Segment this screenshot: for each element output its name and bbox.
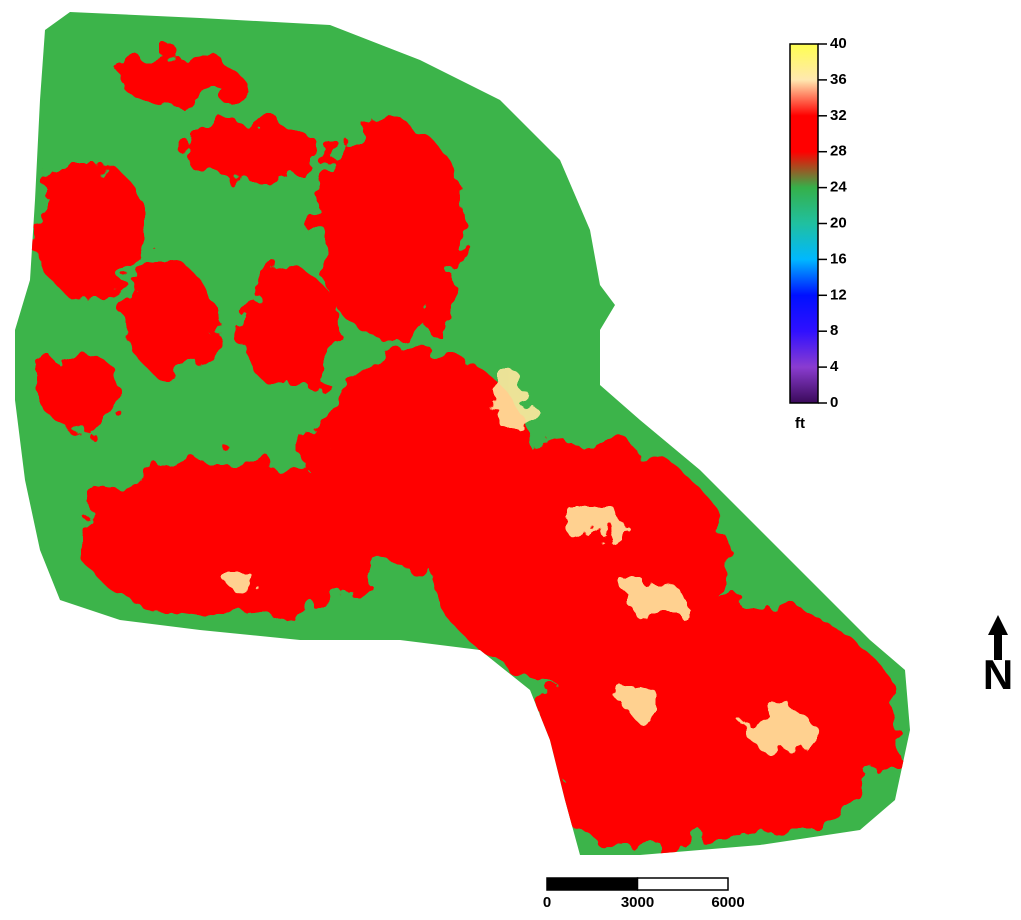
- colorbar-tick-label: 4: [830, 358, 839, 375]
- colorbar-tick-label: 32: [830, 107, 847, 124]
- colorbar-tick-label: 16: [830, 250, 847, 267]
- colorbar-tick-label: 28: [830, 143, 847, 160]
- north-label: N: [983, 651, 1013, 698]
- colorbar-tick-label: 8: [830, 322, 838, 339]
- colorbar-unit: ft: [795, 415, 805, 432]
- thickness-raster: [0, 0, 920, 870]
- colorbar: ft 0 4 8 12 16 20 24 28 32 36 40: [790, 35, 847, 432]
- north-arrow: N: [983, 615, 1013, 698]
- map: ft 0 4 8 12 16 20 24 28 32 36 40 0 3000 6000 N: [0, 0, 1021, 915]
- colorbar-tick-label: 0: [830, 394, 838, 411]
- scale-bar: 0 3000 6000: [543, 878, 745, 911]
- colorbar-tick-label: 40: [830, 35, 847, 52]
- scale-label: 0: [543, 894, 551, 911]
- scale-label: 3000: [621, 894, 654, 911]
- scale-segment: [547, 878, 638, 890]
- colorbar-ramp: [790, 44, 818, 403]
- colorbar-tick-label: 12: [830, 286, 847, 303]
- scale-segment: [638, 878, 729, 890]
- colorbar-tick-label: 36: [830, 71, 847, 88]
- colorbar-tick-label: 24: [830, 179, 847, 196]
- scale-label: 6000: [711, 894, 744, 911]
- colorbar-tick-label: 20: [830, 214, 847, 231]
